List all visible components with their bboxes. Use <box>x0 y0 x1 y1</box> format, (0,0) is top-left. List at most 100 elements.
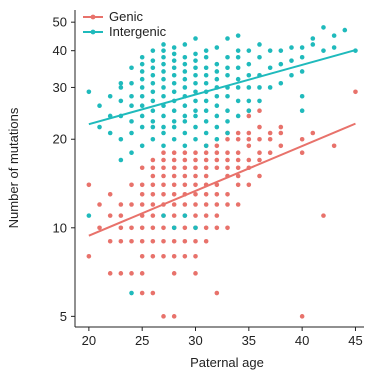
data-point-genic <box>214 157 220 163</box>
data-point-intergenic <box>182 143 188 149</box>
data-point-genic <box>161 191 166 197</box>
data-point-intergenic <box>161 124 166 130</box>
data-point-intergenic <box>321 48 326 53</box>
data-point-genic <box>107 191 113 197</box>
data-point-genic <box>257 108 262 114</box>
data-point-intergenic <box>118 157 124 163</box>
x-tick-label: 20 <box>82 333 96 348</box>
data-point-intergenic <box>203 119 209 124</box>
y-tick-label: 5 <box>60 309 67 324</box>
data-point-intergenic <box>299 45 305 50</box>
trend-layer <box>88 49 356 237</box>
data-point-genic <box>193 173 198 179</box>
data-point-intergenic <box>214 113 220 119</box>
data-point-genic <box>203 238 209 244</box>
data-point-genic <box>203 150 209 155</box>
data-point-genic <box>246 157 252 163</box>
data-point-genic <box>246 136 252 142</box>
data-point-intergenic <box>193 72 198 78</box>
data-point-genic <box>107 271 113 276</box>
data-point-intergenic <box>203 143 209 149</box>
data-point-genic <box>214 191 220 197</box>
data-point-genic <box>161 150 166 155</box>
data-point-genic <box>129 182 134 188</box>
data-point-genic <box>257 124 262 130</box>
data-point-genic <box>129 225 134 231</box>
data-point-genic <box>299 314 305 319</box>
data-point-intergenic <box>193 58 198 63</box>
x-tick-label: 25 <box>135 333 149 348</box>
data-point-genic <box>278 124 284 130</box>
data-point-intergenic <box>129 119 134 124</box>
data-point-genic <box>139 165 145 171</box>
data-point-genic <box>161 173 166 179</box>
data-point-intergenic <box>171 119 177 124</box>
data-point-intergenic <box>150 98 156 104</box>
points-layer <box>86 25 358 319</box>
data-point-genic <box>171 213 177 218</box>
data-point-intergenic <box>171 51 177 57</box>
data-point-intergenic <box>235 113 241 119</box>
data-point-genic <box>161 254 166 259</box>
data-point-genic <box>161 165 166 171</box>
legend-item-intergenic: Intergenic <box>83 24 167 39</box>
data-point-intergenic <box>203 80 209 86</box>
data-point-genic <box>118 202 124 207</box>
data-point-intergenic <box>267 65 273 71</box>
data-point-genic <box>150 191 156 197</box>
data-point-intergenic <box>342 27 348 33</box>
data-point-intergenic <box>161 143 166 149</box>
data-point-genic <box>150 165 156 171</box>
data-point-intergenic <box>150 80 156 86</box>
data-point-genic <box>139 290 145 296</box>
data-point-intergenic <box>203 65 209 71</box>
data-point-genic <box>86 254 92 259</box>
data-point-genic <box>171 150 177 155</box>
data-point-intergenic <box>182 130 188 136</box>
data-point-intergenic <box>235 76 241 82</box>
data-point-intergenic <box>171 45 177 50</box>
data-point-intergenic <box>139 54 145 60</box>
trend-line-genic <box>88 122 356 237</box>
y-axis-label: Number of mutations <box>6 107 21 228</box>
data-point-intergenic <box>246 61 252 67</box>
data-point-intergenic <box>257 54 262 60</box>
data-point-genic <box>171 254 177 259</box>
data-point-intergenic <box>118 85 124 90</box>
data-point-intergenic <box>139 69 145 74</box>
data-point-genic <box>150 173 156 179</box>
data-point-genic <box>225 136 230 142</box>
data-point-intergenic <box>203 72 209 78</box>
data-point-intergenic <box>182 76 188 82</box>
data-point-genic <box>118 271 124 276</box>
data-point-genic <box>214 290 220 296</box>
data-point-intergenic <box>139 93 145 99</box>
data-point-intergenic <box>171 124 177 130</box>
data-point-intergenic <box>193 80 198 86</box>
data-point-intergenic <box>203 48 209 53</box>
data-point-intergenic <box>193 51 198 57</box>
data-point-genic <box>150 182 156 188</box>
x-axis-label: Paternal age <box>190 355 264 370</box>
data-point-intergenic <box>150 89 156 95</box>
y-tick-label: 30 <box>53 80 67 95</box>
data-point-intergenic <box>129 150 134 155</box>
data-point-intergenic <box>246 48 252 53</box>
data-point-intergenic <box>129 93 134 99</box>
data-point-genic <box>193 182 198 188</box>
data-point-genic <box>150 254 156 259</box>
data-point-intergenic <box>193 136 198 142</box>
data-point-genic <box>161 182 166 188</box>
y-tick-label: 40 <box>53 43 67 58</box>
data-point-intergenic <box>299 93 305 99</box>
data-point-intergenic <box>331 45 337 50</box>
data-point-genic <box>214 182 220 188</box>
data-point-genic <box>139 238 145 244</box>
data-point-intergenic <box>246 108 252 114</box>
data-point-intergenic <box>118 136 124 142</box>
data-point-intergenic <box>150 108 156 114</box>
data-point-genic <box>107 213 113 218</box>
y-tick-label: 20 <box>53 132 67 147</box>
data-point-intergenic <box>182 213 188 218</box>
legend-dot-intergenic <box>90 29 96 35</box>
